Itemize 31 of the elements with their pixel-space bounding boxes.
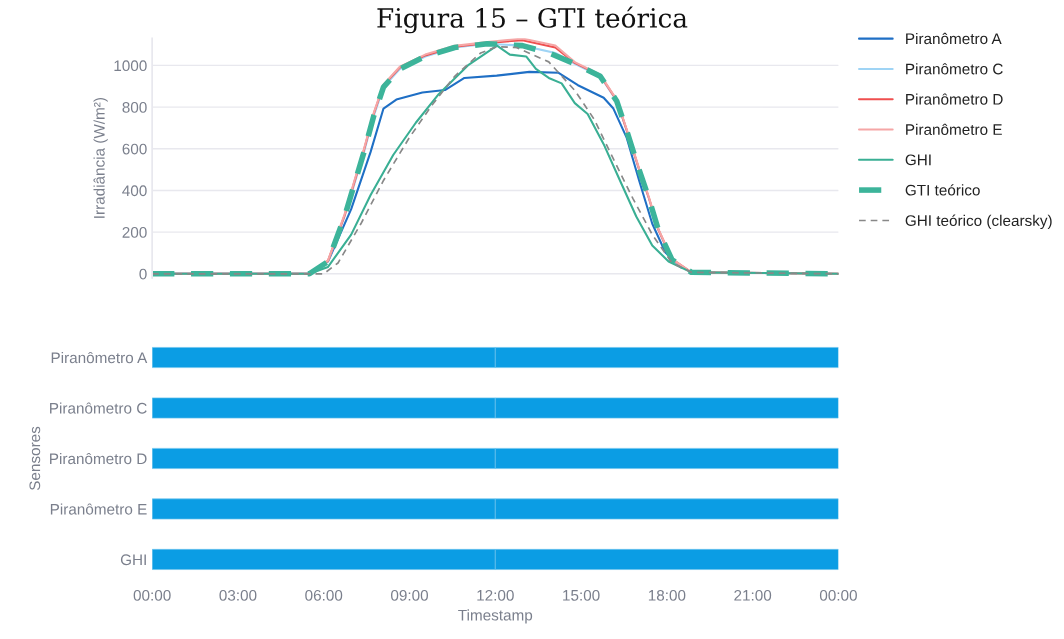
legend-label: Piranômetro D [906, 93, 1003, 105]
x-tick-label: 00:00 [819, 589, 857, 601]
x-tick-label: 18:00 [648, 589, 686, 601]
legend-label: Piranômetro A [906, 32, 1002, 45]
x-tick-label: 09:00 [390, 589, 429, 601]
y-tick-label: 0 [139, 268, 147, 280]
x-tick-label: 15:00 [563, 589, 600, 601]
x-tick-label: 00:00 [133, 589, 171, 601]
x-tick-label: 06:00 [305, 589, 343, 601]
legend-label: GTI teórico [905, 184, 980, 196]
x-axis-title: Timestamp [458, 609, 533, 624]
legend-label: GHI teórico (clearsky) [905, 214, 1052, 230]
chart-title: Figura 15 – GTI teórica [377, 6, 688, 34]
x-tick-label: 12:00 [477, 589, 514, 601]
y-tick-label: 1000 [114, 60, 147, 72]
y-tick-label: Piranômetro D [50, 452, 147, 465]
y-tick-label: 200 [122, 226, 147, 238]
legend-label: GHI [905, 154, 931, 166]
y-tick-label: Piranômetro E [50, 503, 147, 515]
y-tick-label: Piranômetro C [50, 402, 147, 414]
y-tick-label: 800 [122, 101, 147, 113]
y-tick-label: 400 [122, 185, 147, 197]
legend-label: Piranômetro C [906, 63, 1003, 75]
y-tick-label: Piranômetro A [51, 351, 148, 364]
y-tick-label: 600 [122, 143, 147, 155]
y-axis-title: Irradiância (W/m²) [93, 97, 108, 218]
x-tick-label: 21:00 [734, 589, 772, 601]
legend-label: Piranômetro E [906, 123, 1002, 135]
x-tick-label: 03:00 [219, 589, 257, 601]
y-axis-title: Sensores [29, 426, 41, 491]
y-tick-label: GHI [120, 554, 146, 566]
